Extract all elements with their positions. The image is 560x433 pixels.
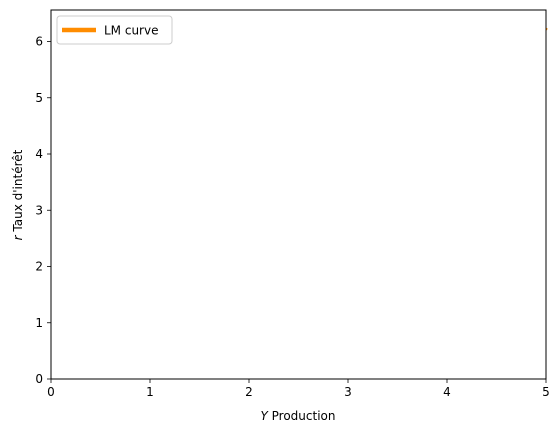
y-axis-title: Taux d'intérêt	[11, 149, 25, 235]
x-axis-title: Production	[268, 409, 336, 423]
plot-area	[50, 9, 547, 380]
y-tick-label: 4	[35, 147, 43, 161]
y-tick-label: 6	[35, 35, 43, 49]
legend: LM curve	[56, 15, 173, 45]
legend-label-lm-curve: LM curve	[104, 24, 158, 38]
x-tick-label: 5	[542, 385, 550, 399]
x-tick-label: 3	[344, 385, 352, 399]
x-axis-label: Y Production	[260, 409, 335, 423]
y-tick-label: 0	[35, 372, 43, 386]
x-axis-variable: Y	[260, 409, 269, 423]
y-tick-label: 3	[35, 203, 43, 217]
x-tick-label: 2	[245, 385, 253, 399]
y-tick-label: 5	[35, 91, 43, 105]
x-tick-label: 1	[146, 385, 154, 399]
y-axis-ticks: 0 1 2 3 4 5 6	[35, 35, 51, 386]
y-tick-label: 2	[35, 260, 43, 274]
x-axis-ticks: 0 1 2 3 4 5	[47, 379, 550, 399]
legend-box	[56, 15, 173, 45]
y-axis-label: r Taux d'intérêt	[11, 149, 25, 240]
x-tick-label: 0	[47, 385, 55, 399]
x-tick-label: 4	[443, 385, 451, 399]
y-tick-label: 1	[35, 316, 43, 330]
y-axis-variable: r	[11, 234, 25, 240]
